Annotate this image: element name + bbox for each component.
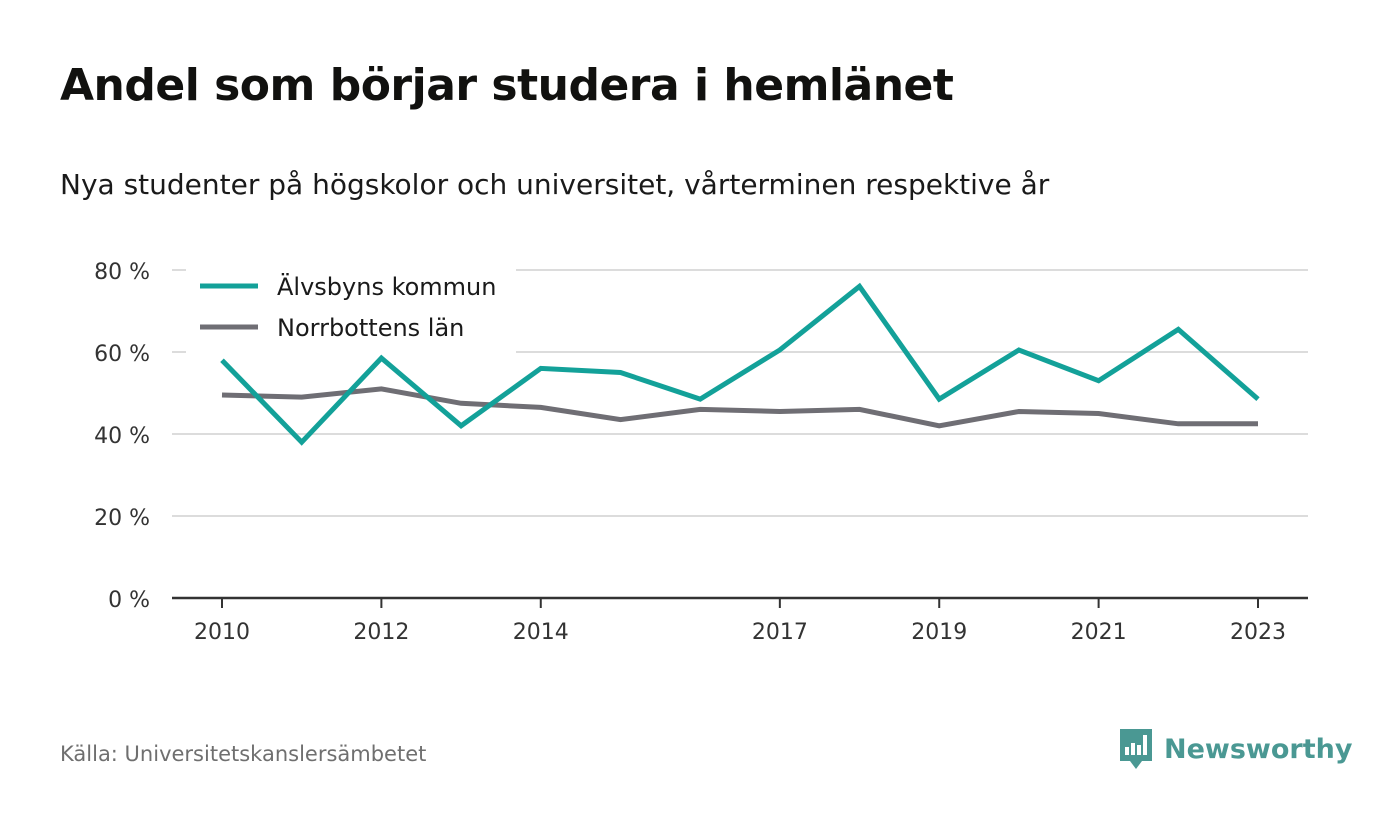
x-tick-label: 2014: [513, 620, 569, 645]
x-tick-label: 2021: [1071, 620, 1127, 645]
chart-subtitle: Nya studenter på högskolor och universit…: [60, 168, 1050, 201]
legend-label: Norrbottens län: [277, 314, 464, 342]
brand-logo[interactable]: Newsworthy: [1118, 727, 1352, 771]
legend-box: [186, 262, 516, 354]
x-tick-label: 2023: [1230, 620, 1286, 645]
source-note: Källa: Universitetskanslersämbetet: [60, 742, 427, 766]
line-chart: 0 % 20 % 40 % 60 % 80 % 2010 2012 2014 2017 2019 2…: [94, 260, 1308, 645]
series-line-0: [220, 282, 1260, 446]
legend-label: Älvsbyns kommun: [277, 272, 496, 301]
x-tick-label: 2019: [911, 620, 967, 645]
axis-layer: 0 % 20 % 40 % 60 % 80 % 2010 2012 2014 2017 2019 2…: [94, 260, 1308, 645]
legend: Älvsbyns kommun Norrbottens län: [186, 262, 516, 354]
y-tick-label: 20 %: [94, 506, 150, 531]
brand-name: Newsworthy: [1164, 733, 1353, 765]
y-tick-label: 80 %: [94, 260, 150, 285]
chart-title: Andel som börjar studera i hemlänet: [60, 60, 954, 111]
y-tick-label: 40 %: [94, 424, 150, 449]
series-line-1: [221, 386, 1258, 429]
x-tick-label: 2017: [752, 620, 808, 645]
series-layer: [220, 282, 1260, 446]
x-tick-label: 2010: [194, 620, 250, 645]
x-tick-label: 2012: [353, 620, 409, 645]
y-tick-label: 0 %: [108, 588, 150, 613]
newsworthy-logo-icon: [1120, 729, 1152, 769]
y-tick-label: 60 %: [94, 342, 150, 367]
